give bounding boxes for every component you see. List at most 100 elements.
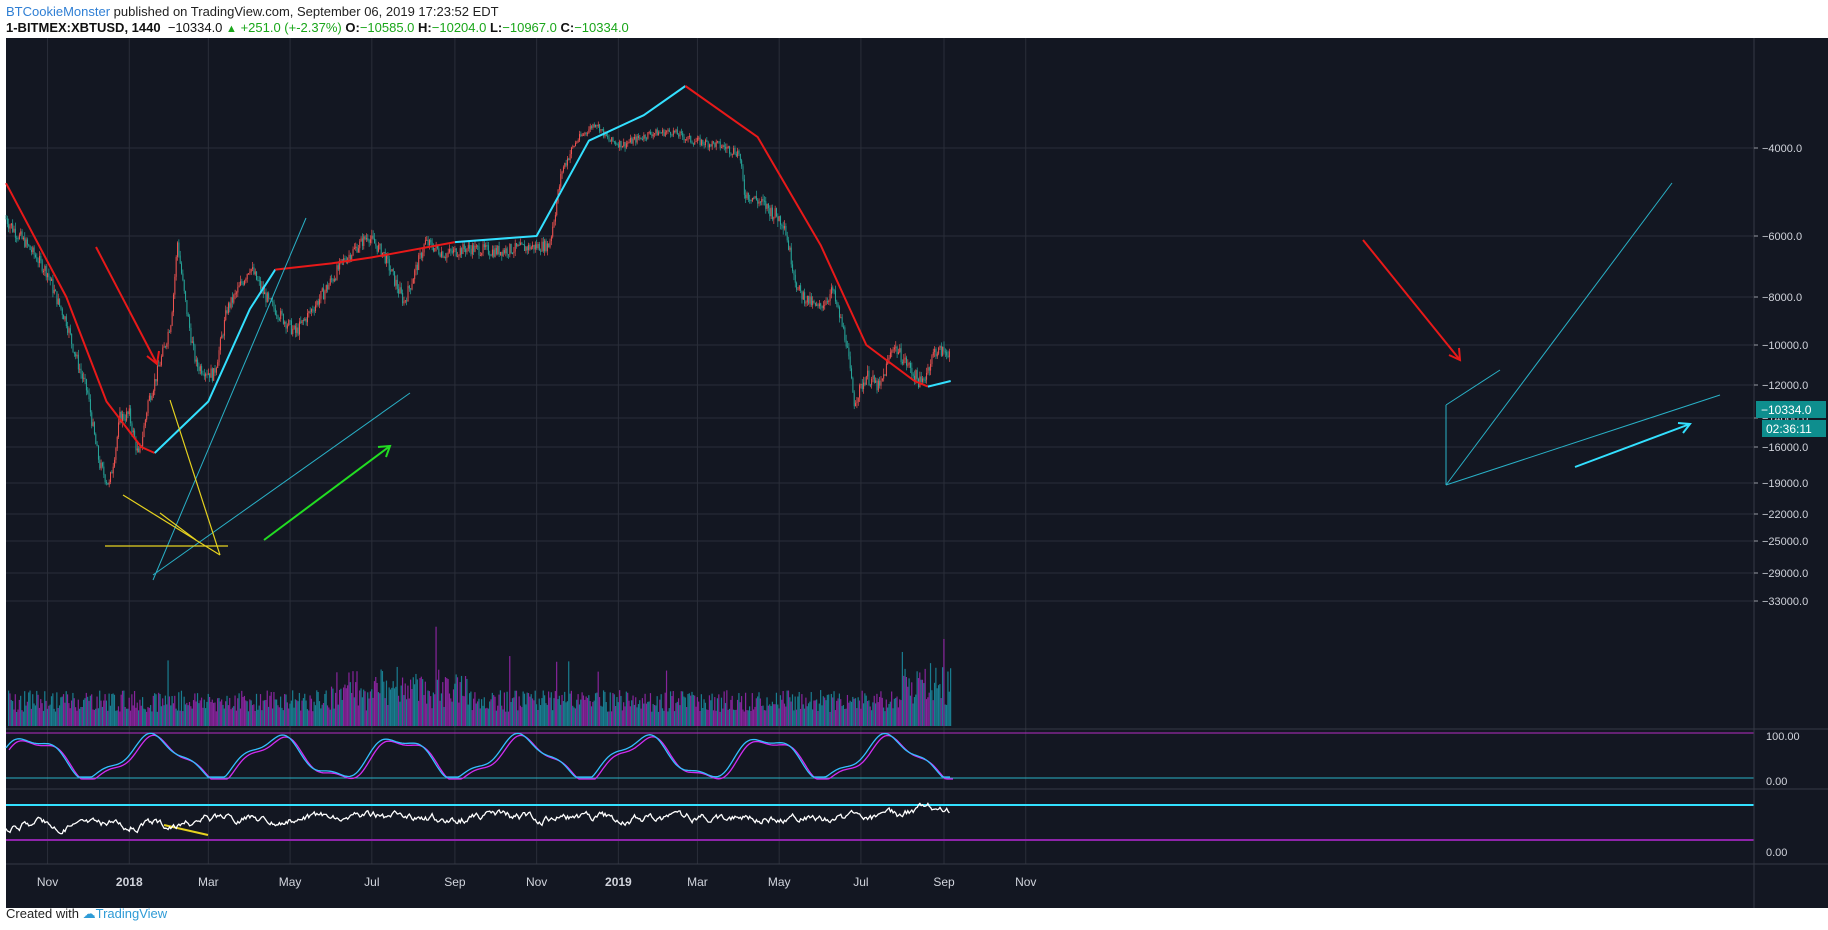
candle-body bbox=[746, 192, 748, 199]
volume-bar bbox=[686, 707, 688, 726]
candle-body bbox=[68, 328, 70, 333]
volume-bar bbox=[502, 709, 504, 726]
candle-body bbox=[218, 350, 220, 363]
candle-body bbox=[730, 153, 732, 155]
candle-body bbox=[501, 251, 503, 256]
candle-body bbox=[658, 132, 660, 136]
candle-body bbox=[447, 252, 449, 254]
candle-body bbox=[195, 359, 197, 362]
volume-bar bbox=[482, 705, 484, 726]
candle-body bbox=[607, 135, 609, 138]
candle-body bbox=[498, 245, 500, 255]
volume-bar bbox=[8, 690, 10, 726]
x-tick-label: Nov bbox=[1015, 875, 1036, 889]
candle-body bbox=[809, 296, 811, 304]
symbol-name[interactable]: 1-BITMEX:XBTUSD, 1440 bbox=[6, 20, 161, 35]
candle-body bbox=[731, 153, 733, 155]
volume-bar bbox=[568, 661, 570, 726]
candle-body bbox=[293, 325, 295, 329]
candle-body bbox=[101, 462, 103, 467]
volume-bar bbox=[810, 692, 812, 726]
volume-bar bbox=[100, 700, 102, 726]
volume-bar bbox=[485, 708, 487, 726]
candle-body bbox=[302, 320, 304, 322]
candle-body bbox=[683, 136, 685, 141]
volume-bar bbox=[719, 711, 721, 726]
volume-bar bbox=[231, 707, 233, 726]
candle-body bbox=[749, 199, 751, 201]
volume-bar bbox=[209, 696, 211, 726]
candle-body bbox=[379, 244, 381, 246]
volume-bar bbox=[711, 693, 713, 726]
volume-bar bbox=[499, 690, 501, 726]
volume-bar bbox=[822, 696, 824, 726]
volume-bar bbox=[728, 708, 731, 726]
candle-body bbox=[628, 142, 630, 144]
candle-body bbox=[600, 129, 602, 132]
candle-body bbox=[150, 395, 152, 400]
volume-bar bbox=[42, 710, 45, 726]
price-axis[interactable]: −4000.0−6000.0−8000.0−10000.0−12000.0−14… bbox=[1754, 143, 1808, 608]
volume-bar bbox=[159, 693, 161, 726]
volume-bar bbox=[168, 696, 170, 726]
volume-bar bbox=[950, 668, 952, 726]
candle-body bbox=[542, 241, 544, 252]
candle-body bbox=[915, 370, 917, 381]
author-link[interactable]: BTCookieMonster bbox=[6, 4, 111, 19]
candle-body bbox=[495, 248, 497, 254]
candle-body bbox=[900, 348, 902, 363]
volume-bar bbox=[103, 700, 105, 726]
volume-bar bbox=[246, 701, 248, 726]
volume-bar bbox=[585, 696, 587, 726]
candle-body bbox=[294, 325, 296, 333]
volume-bar bbox=[901, 651, 903, 726]
candle-body bbox=[471, 245, 473, 255]
volume-bar bbox=[351, 692, 353, 726]
candle-body bbox=[529, 244, 531, 250]
volume-bar bbox=[755, 698, 757, 726]
candle-body bbox=[428, 239, 430, 246]
volume-bar bbox=[809, 701, 811, 726]
tradingview-logo-icon[interactable]: ☁ bbox=[82, 906, 96, 921]
volume-bar bbox=[213, 702, 215, 726]
tradingview-brand[interactable]: TradingView bbox=[95, 906, 168, 921]
volume-bar bbox=[580, 699, 582, 726]
candle-body bbox=[136, 448, 138, 451]
candle-body bbox=[329, 278, 331, 285]
candle-body bbox=[390, 270, 392, 272]
volume-bar bbox=[802, 704, 804, 726]
volume-bar bbox=[66, 694, 69, 726]
candle-body bbox=[316, 301, 318, 306]
volume-bar bbox=[214, 702, 216, 726]
volume-bar bbox=[494, 696, 496, 726]
volume-bar bbox=[530, 694, 532, 726]
candle-body bbox=[163, 346, 165, 348]
candle-body bbox=[663, 129, 665, 136]
candle-body bbox=[175, 257, 177, 277]
volume-bar bbox=[454, 683, 456, 726]
volume-bar bbox=[384, 698, 386, 726]
volume-bar bbox=[302, 698, 304, 726]
volume-bar bbox=[96, 696, 98, 726]
volume-bar bbox=[451, 701, 453, 726]
candle-body bbox=[467, 245, 469, 249]
volume-bar bbox=[61, 696, 63, 726]
volume-bar bbox=[885, 699, 887, 726]
candle-body bbox=[365, 238, 367, 240]
volume-bar bbox=[477, 701, 479, 726]
candle-body bbox=[108, 482, 110, 485]
volume-bar bbox=[80, 706, 82, 726]
volume-bar bbox=[195, 701, 197, 726]
volume-bar bbox=[927, 697, 929, 726]
volume-bar bbox=[866, 701, 869, 726]
candle-body bbox=[387, 254, 389, 259]
time-axis[interactable]: Nov 2018 Mar May Jul Sep Nov 2019 Mar May Jul Sep No… bbox=[37, 875, 1037, 889]
up-arrow-green bbox=[263, 445, 391, 541]
volume-bar bbox=[912, 703, 914, 726]
volume-bar bbox=[917, 678, 920, 726]
candle-body bbox=[537, 244, 539, 249]
volume-bar bbox=[194, 693, 196, 726]
candle-body bbox=[620, 140, 622, 148]
volume-bar bbox=[734, 710, 736, 726]
